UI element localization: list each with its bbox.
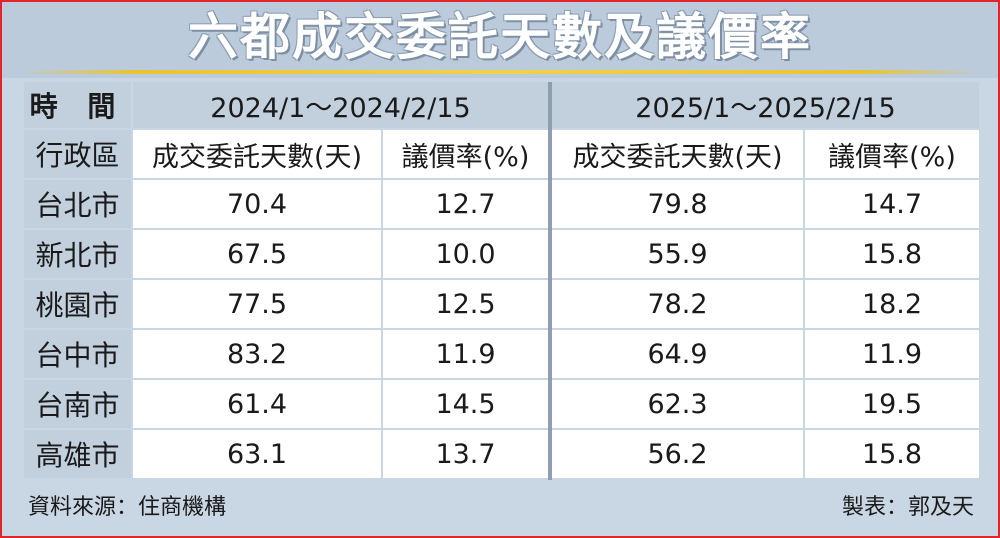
days-2024-cell: 63.1	[132, 429, 383, 480]
days-2025-cell: 64.9	[550, 329, 805, 380]
rate-2025-cell: 18.2	[804, 279, 981, 330]
footer: 資料來源：住商機構 製表：郭及天	[24, 481, 980, 521]
rate-2024-cell: 12.5	[382, 279, 552, 330]
col-days-2024-header: 成交委託天數(天)	[132, 129, 383, 180]
table-row: 台中市 83.2 11.9 64.9 11.9	[24, 329, 981, 380]
table-row: 高雄市 63.1 13.7 56.2 15.8	[24, 429, 981, 480]
days-2025-cell: 78.2	[550, 279, 805, 330]
days-2024-cell: 70.4	[132, 179, 383, 230]
city-label: 高雄市	[24, 429, 133, 480]
title-band: 六都成交委託天數及議價率	[2, 2, 998, 78]
rate-2025-cell: 11.9	[804, 329, 981, 380]
period-2025-header: 2025/1～2025/2/15	[550, 82, 981, 130]
days-2025-cell: 56.2	[550, 429, 805, 480]
days-2025-cell: 55.9	[550, 229, 805, 280]
col-rate-2025-header: 議價率(%)	[804, 129, 981, 180]
city-label: 台中市	[24, 329, 133, 380]
rate-2024-cell: 14.5	[382, 379, 552, 430]
source-note: 資料來源：住商機構	[28, 495, 227, 520]
column-header-row: 行政區 成交委託天數(天) 議價率(%) 成交委託天數(天) 議價率(%)	[24, 129, 981, 180]
days-2024-cell: 77.5	[132, 279, 383, 330]
rate-2024-cell: 11.9	[382, 329, 552, 380]
title-divider	[22, 70, 978, 74]
chart-title: 六都成交委託天數及議價率	[188, 8, 812, 66]
days-2025-cell: 79.8	[550, 179, 805, 230]
rate-2025-cell: 15.8	[804, 429, 981, 480]
corner-time-label: 時 間	[24, 82, 133, 130]
rate-2024-cell: 10.0	[382, 229, 552, 280]
period-2024-header: 2024/1～2024/2/15	[132, 82, 552, 130]
period-header-row: 時 間 2024/1～2024/2/15 2025/1～2025/2/15	[24, 82, 981, 130]
table-row: 桃園市 77.5 12.5 78.2 18.2	[24, 279, 981, 330]
days-2024-cell: 61.4	[132, 379, 383, 430]
credit-note: 製表：郭及天	[841, 495, 974, 520]
col-days-2025-header: 成交委託天數(天)	[550, 129, 805, 180]
city-label: 台北市	[24, 179, 133, 230]
rate-2024-cell: 12.7	[382, 179, 552, 230]
col-rate-2024-header: 議價率(%)	[382, 129, 552, 180]
city-label: 台南市	[24, 379, 133, 430]
rate-2024-cell: 13.7	[382, 429, 552, 480]
rate-2025-cell: 14.7	[804, 179, 981, 230]
table-row: 台南市 61.4 14.5 62.3 19.5	[24, 379, 981, 430]
rate-2025-cell: 15.8	[804, 229, 981, 280]
days-2025-cell: 62.3	[550, 379, 805, 430]
city-label: 桃園市	[24, 279, 133, 330]
corner-district-label: 行政區	[24, 129, 133, 180]
data-table: 時 間 2024/1～2024/2/15 2025/1～2025/2/15 行政…	[24, 82, 981, 480]
days-2024-cell: 67.5	[132, 229, 383, 280]
table-row: 新北市 67.5 10.0 55.9 15.8	[24, 229, 981, 280]
days-2024-cell: 83.2	[132, 329, 383, 380]
table-row: 台北市 70.4 12.7 79.8 14.7	[24, 179, 981, 230]
city-label: 新北市	[24, 229, 133, 280]
rate-2025-cell: 19.5	[804, 379, 981, 430]
